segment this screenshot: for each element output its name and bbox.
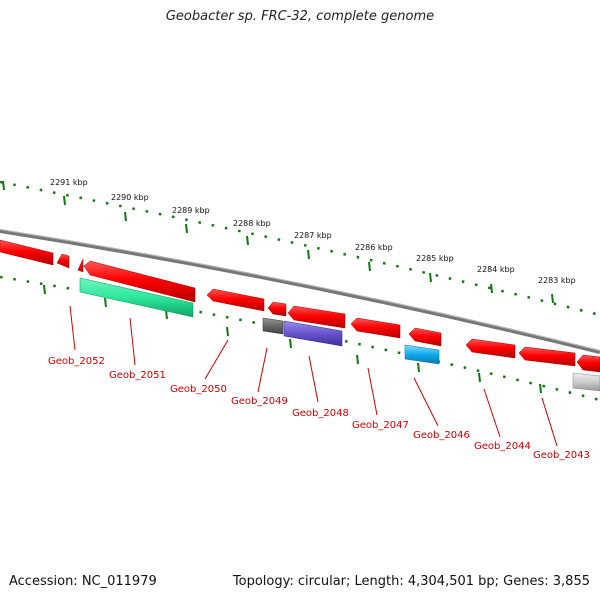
gene-arrow[interactable] — [206, 288, 265, 312]
gene-arrow[interactable] — [408, 327, 442, 347]
accession-label: Accession: NC_011979 — [9, 574, 157, 589]
rna-feature-purple[interactable] — [283, 320, 343, 347]
kbp-label: 2290 kbp — [111, 193, 149, 202]
rna-feature-cyan[interactable] — [404, 344, 440, 365]
gene-label: Geob_2043 — [533, 450, 590, 461]
kbp-label: 2286 kbp — [355, 243, 393, 252]
kbp-label: 2291 kbp — [50, 178, 88, 187]
gene-arrow[interactable] — [350, 317, 401, 339]
map-title: Geobacter sp. FRC-32, complete genome — [165, 9, 435, 24]
gene-arrow[interactable] — [77, 258, 84, 273]
gene-label: Geob_2048 — [292, 408, 349, 419]
gene-arrow[interactable] — [465, 338, 516, 359]
topology-label: Topology: circular; Length: 4,304,501 bp… — [232, 574, 590, 589]
gene-arrow[interactable] — [0, 239, 54, 266]
kbp-label: 2288 kbp — [233, 219, 271, 228]
kbp-label: 2287 kbp — [294, 231, 332, 240]
inner-tick-track — [0, 275, 600, 402]
feature-light-grey[interactable] — [572, 372, 600, 392]
feature-grey[interactable] — [262, 317, 284, 335]
gene-label: Geob_2052 — [48, 356, 105, 367]
gene-arrow[interactable] — [576, 354, 600, 373]
outer-tick-track — [0, 180, 600, 317]
gene-label: Geob_2051 — [109, 370, 166, 381]
kbp-label: 2289 kbp — [172, 206, 210, 215]
kbp-label: 2283 kbp — [538, 276, 576, 285]
gene-arrow[interactable] — [518, 346, 576, 367]
kbp-label: 2285 kbp — [416, 254, 454, 263]
genome-backbone — [0, 229, 600, 354]
rna-feature-green[interactable] — [79, 277, 194, 318]
gene-label: Geob_2049 — [231, 396, 288, 407]
gene-arrow[interactable] — [83, 260, 196, 303]
gene-arrow[interactable] — [267, 301, 287, 317]
label-leaders — [69, 305, 558, 447]
gene-label: Geob_2047 — [352, 420, 409, 431]
kbp-label: 2284 kbp — [477, 265, 515, 274]
gene-label: Geob_2046 — [413, 430, 470, 441]
gene-arrow[interactable] — [56, 253, 70, 269]
gene-label: Geob_2044 — [474, 441, 531, 452]
gene-features — [0, 239, 600, 392]
gene-arrow[interactable] — [287, 305, 346, 329]
gene-label: Geob_2050 — [170, 384, 227, 395]
